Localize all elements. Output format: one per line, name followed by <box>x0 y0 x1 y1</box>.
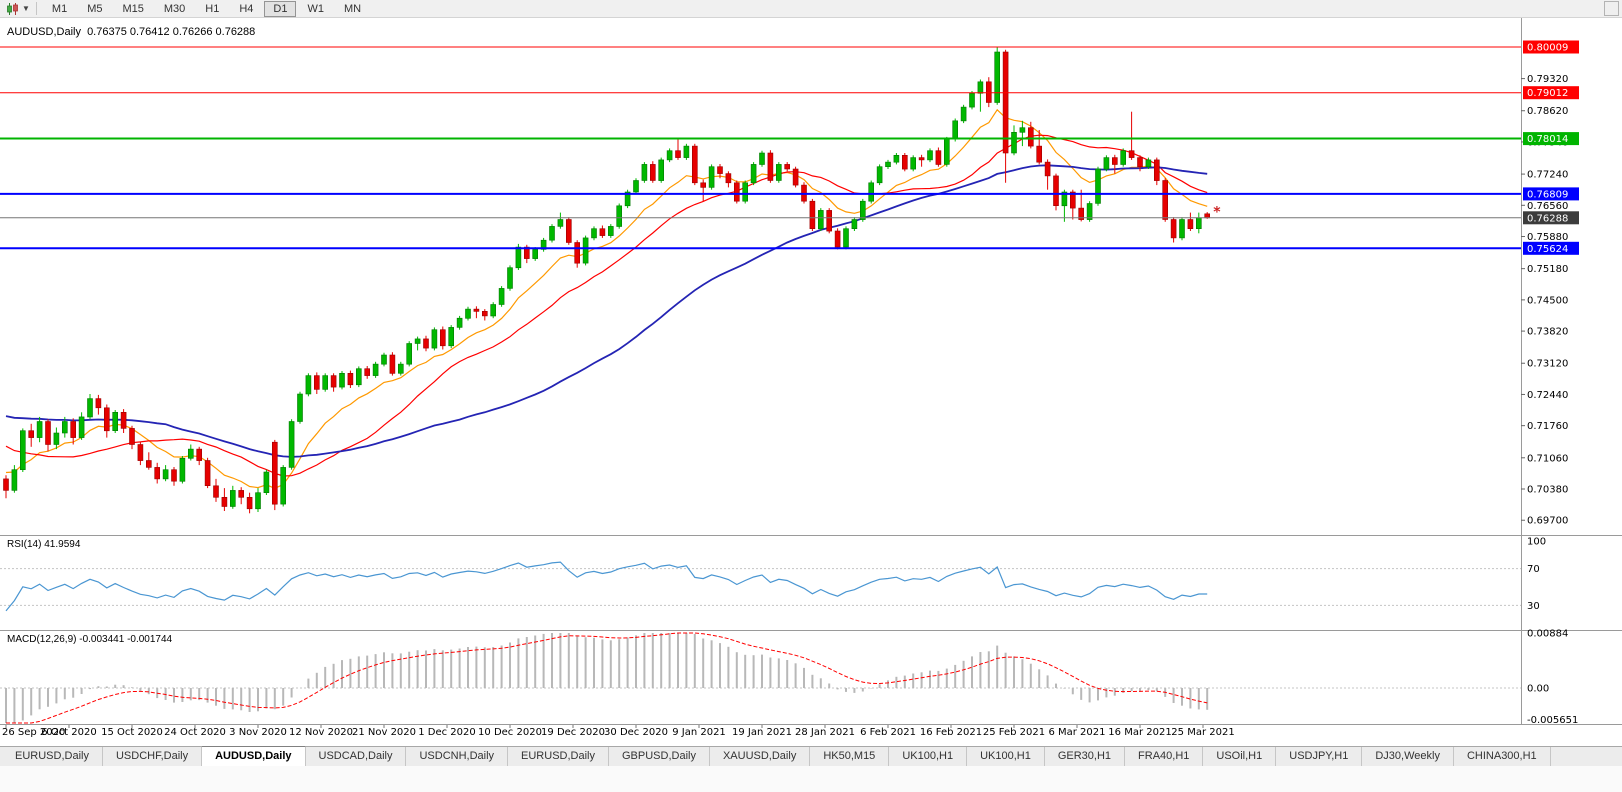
svg-text:24 Oct 2020: 24 Oct 2020 <box>164 727 226 738</box>
svg-text:0.78014: 0.78014 <box>1527 134 1568 145</box>
svg-text:15 Oct 2020: 15 Oct 2020 <box>101 727 163 738</box>
horizontal-lines[interactable] <box>0 46 1521 250</box>
svg-text:3 Nov 2020: 3 Nov 2020 <box>229 727 287 738</box>
toolbar-separator <box>35 2 37 15</box>
svg-text:6 Mar 2021: 6 Mar 2021 <box>1048 727 1105 738</box>
svg-text:0.78620: 0.78620 <box>1527 106 1568 117</box>
chart-tab-usdjpy-h1[interactable]: USDJPY,H1 <box>1276 747 1363 766</box>
svg-text:26 Sep 2020: 26 Sep 2020 <box>2 727 65 738</box>
toolbar-corner-button[interactable] <box>1604 1 1619 16</box>
svg-text:100: 100 <box>1527 537 1546 548</box>
svg-text:0.73820: 0.73820 <box>1527 327 1568 338</box>
chart-tab-uk100-h1[interactable]: UK100,H1 <box>967 747 1045 766</box>
svg-text:1 Dec 2020: 1 Dec 2020 <box>418 727 476 738</box>
svg-text:16 Mar 2021: 16 Mar 2021 <box>1108 727 1171 738</box>
timeframe-button-mn[interactable]: MN <box>343 2 362 15</box>
price-axis[interactable]: 0.793200.786200.779400.772400.765600.758… <box>1521 40 1579 527</box>
svg-text:0.79012: 0.79012 <box>1527 88 1568 99</box>
macd-panel: 0.00884 0.00 -0.005651 <box>0 629 1578 726</box>
svg-text:10 Dec 2020: 10 Dec 2020 <box>478 727 542 738</box>
timeframe-buttons: M1 M5 M15 M30 H1 H4 D1 W1 MN <box>43 0 370 17</box>
svg-text:0.75624: 0.75624 <box>1527 244 1568 255</box>
status-strip <box>0 766 1622 792</box>
chart-tab-xauusd-daily[interactable]: XAUUSD,Daily <box>709 747 811 766</box>
chart-type-icon[interactable] <box>4 2 22 16</box>
svg-text:0.77240: 0.77240 <box>1527 170 1568 181</box>
ma-50-line <box>5 164 1208 458</box>
svg-text:30 Dec 2020: 30 Dec 2020 <box>604 727 668 738</box>
svg-text:70: 70 <box>1527 564 1540 575</box>
svg-text:0.75180: 0.75180 <box>1527 264 1568 275</box>
timeframe-button-m5[interactable]: M5 <box>87 2 103 15</box>
timeframe-button-m1[interactable]: M1 <box>51 2 68 15</box>
svg-text:0.76288: 0.76288 <box>1527 213 1568 224</box>
chart-tab-eurusd-daily[interactable]: EURUSD,Daily <box>508 747 609 766</box>
chart-tab-eurusd-daily[interactable]: EURUSD,Daily <box>2 747 103 766</box>
rsi-indicator-label: RSI(14) 41.9594 <box>7 539 81 550</box>
svg-text:19 Jan 2021: 19 Jan 2021 <box>732 727 792 738</box>
chart-canvas[interactable]: *0.793200.786200.779400.772400.765600.75… <box>0 18 1622 746</box>
timeframe-button-h4[interactable]: H4 <box>239 2 254 15</box>
svg-text:25 Mar 2021: 25 Mar 2021 <box>1171 727 1234 738</box>
svg-text:0.79320: 0.79320 <box>1527 74 1568 85</box>
svg-text:28 Jan 2021: 28 Jan 2021 <box>795 727 855 738</box>
rsi-line <box>5 561 1208 612</box>
svg-text:9 Jan 2021: 9 Jan 2021 <box>672 727 726 738</box>
chart-base <box>0 18 1622 746</box>
timeframe-button-h1[interactable]: H1 <box>205 2 220 15</box>
timeframe-button-w1[interactable]: W1 <box>307 2 324 15</box>
chart-tab-usdcnh-daily[interactable]: USDCNH,Daily <box>406 747 509 766</box>
toolbar: ▼ M1 M5 M15 M30 H1 H4 D1 W1 MN <box>0 0 1622 18</box>
svg-text:0.75880: 0.75880 <box>1527 232 1568 243</box>
chart-tab-dj30-weekly[interactable]: DJ30,Weekly <box>1362 747 1454 766</box>
svg-text:0.80009: 0.80009 <box>1527 42 1568 53</box>
svg-text:6 Feb 2021: 6 Feb 2021 <box>860 727 916 738</box>
timeframe-button-d1[interactable]: D1 <box>264 0 297 17</box>
svg-text:-0.005651: -0.005651 <box>1527 715 1578 726</box>
svg-text:0.76560: 0.76560 <box>1527 201 1568 212</box>
chart-tab-china300-h1[interactable]: CHINA300,H1 <box>1453 747 1551 766</box>
chart-tab-audusd-daily[interactable]: AUDUSD,Daily <box>202 746 306 766</box>
candlestick-glyph <box>7 2 18 15</box>
svg-text:0.71760: 0.71760 <box>1527 421 1568 432</box>
timeframe-button-m15[interactable]: M15 <box>122 2 144 15</box>
svg-text:0.71060: 0.71060 <box>1527 453 1568 464</box>
chart-type-caret-icon[interactable]: ▼ <box>22 4 30 13</box>
svg-text:0.74500: 0.74500 <box>1527 295 1568 306</box>
chart-tab-ger30-h1[interactable]: GER30,H1 <box>1044 747 1126 766</box>
svg-text:6 Oct 2020: 6 Oct 2020 <box>41 727 96 738</box>
timeframe-button-m30[interactable]: M30 <box>163 2 186 15</box>
svg-text:0.00884: 0.00884 <box>1527 629 1568 640</box>
svg-text:0.70380: 0.70380 <box>1527 485 1568 496</box>
chart-tab-hk50-m15[interactable]: HK50,M15 <box>810 747 890 766</box>
chart-tab-usdchf-daily[interactable]: USDCHF,Daily <box>102 747 203 766</box>
candles <box>3 46 1210 514</box>
svg-text:25 Feb 2021: 25 Feb 2021 <box>983 727 1045 738</box>
chart-tab-usdcad-daily[interactable]: USDCAD,Daily <box>305 747 407 766</box>
chart-tab-usoil-h1[interactable]: USOil,H1 <box>1203 747 1277 766</box>
macd-signal-line <box>6 632 1208 724</box>
chart-area[interactable]: *0.793200.786200.779400.772400.765600.75… <box>0 18 1622 746</box>
chart-tab-fra40-h1[interactable]: FRA40,H1 <box>1125 747 1204 766</box>
price-marker: * <box>1213 205 1221 221</box>
chart-tab-uk100-h1[interactable]: UK100,H1 <box>889 747 968 766</box>
rsi-panel: 100 70 30 <box>0 537 1546 612</box>
svg-text:0.73120: 0.73120 <box>1527 359 1568 370</box>
svg-text:16 Feb 2021: 16 Feb 2021 <box>920 727 982 738</box>
svg-text:0.76809: 0.76809 <box>1527 189 1568 200</box>
svg-text:12 Nov 2020: 12 Nov 2020 <box>289 727 353 738</box>
svg-text:0.00: 0.00 <box>1527 684 1549 695</box>
macd-indicator-label: MACD(12,26,9) -0.003441 -0.001744 <box>7 634 173 645</box>
svg-text:0.72440: 0.72440 <box>1527 390 1568 401</box>
chart-title: AUDUSD,Daily 0.76375 0.76412 0.76266 0.7… <box>7 26 256 38</box>
svg-text:21 Nov 2020: 21 Nov 2020 <box>352 727 416 738</box>
svg-text:0.69700: 0.69700 <box>1527 516 1568 527</box>
chart-tabbar: EURUSD,Daily USDCHF,Daily AUDUSD,Daily USDC… <box>0 746 1622 766</box>
svg-text:30: 30 <box>1527 601 1540 612</box>
svg-text:19 Dec 2020: 19 Dec 2020 <box>541 727 605 738</box>
svg-text:*: * <box>1213 205 1221 221</box>
chart-tab-gbpusd-daily[interactable]: GBPUSD,Daily <box>609 747 710 766</box>
